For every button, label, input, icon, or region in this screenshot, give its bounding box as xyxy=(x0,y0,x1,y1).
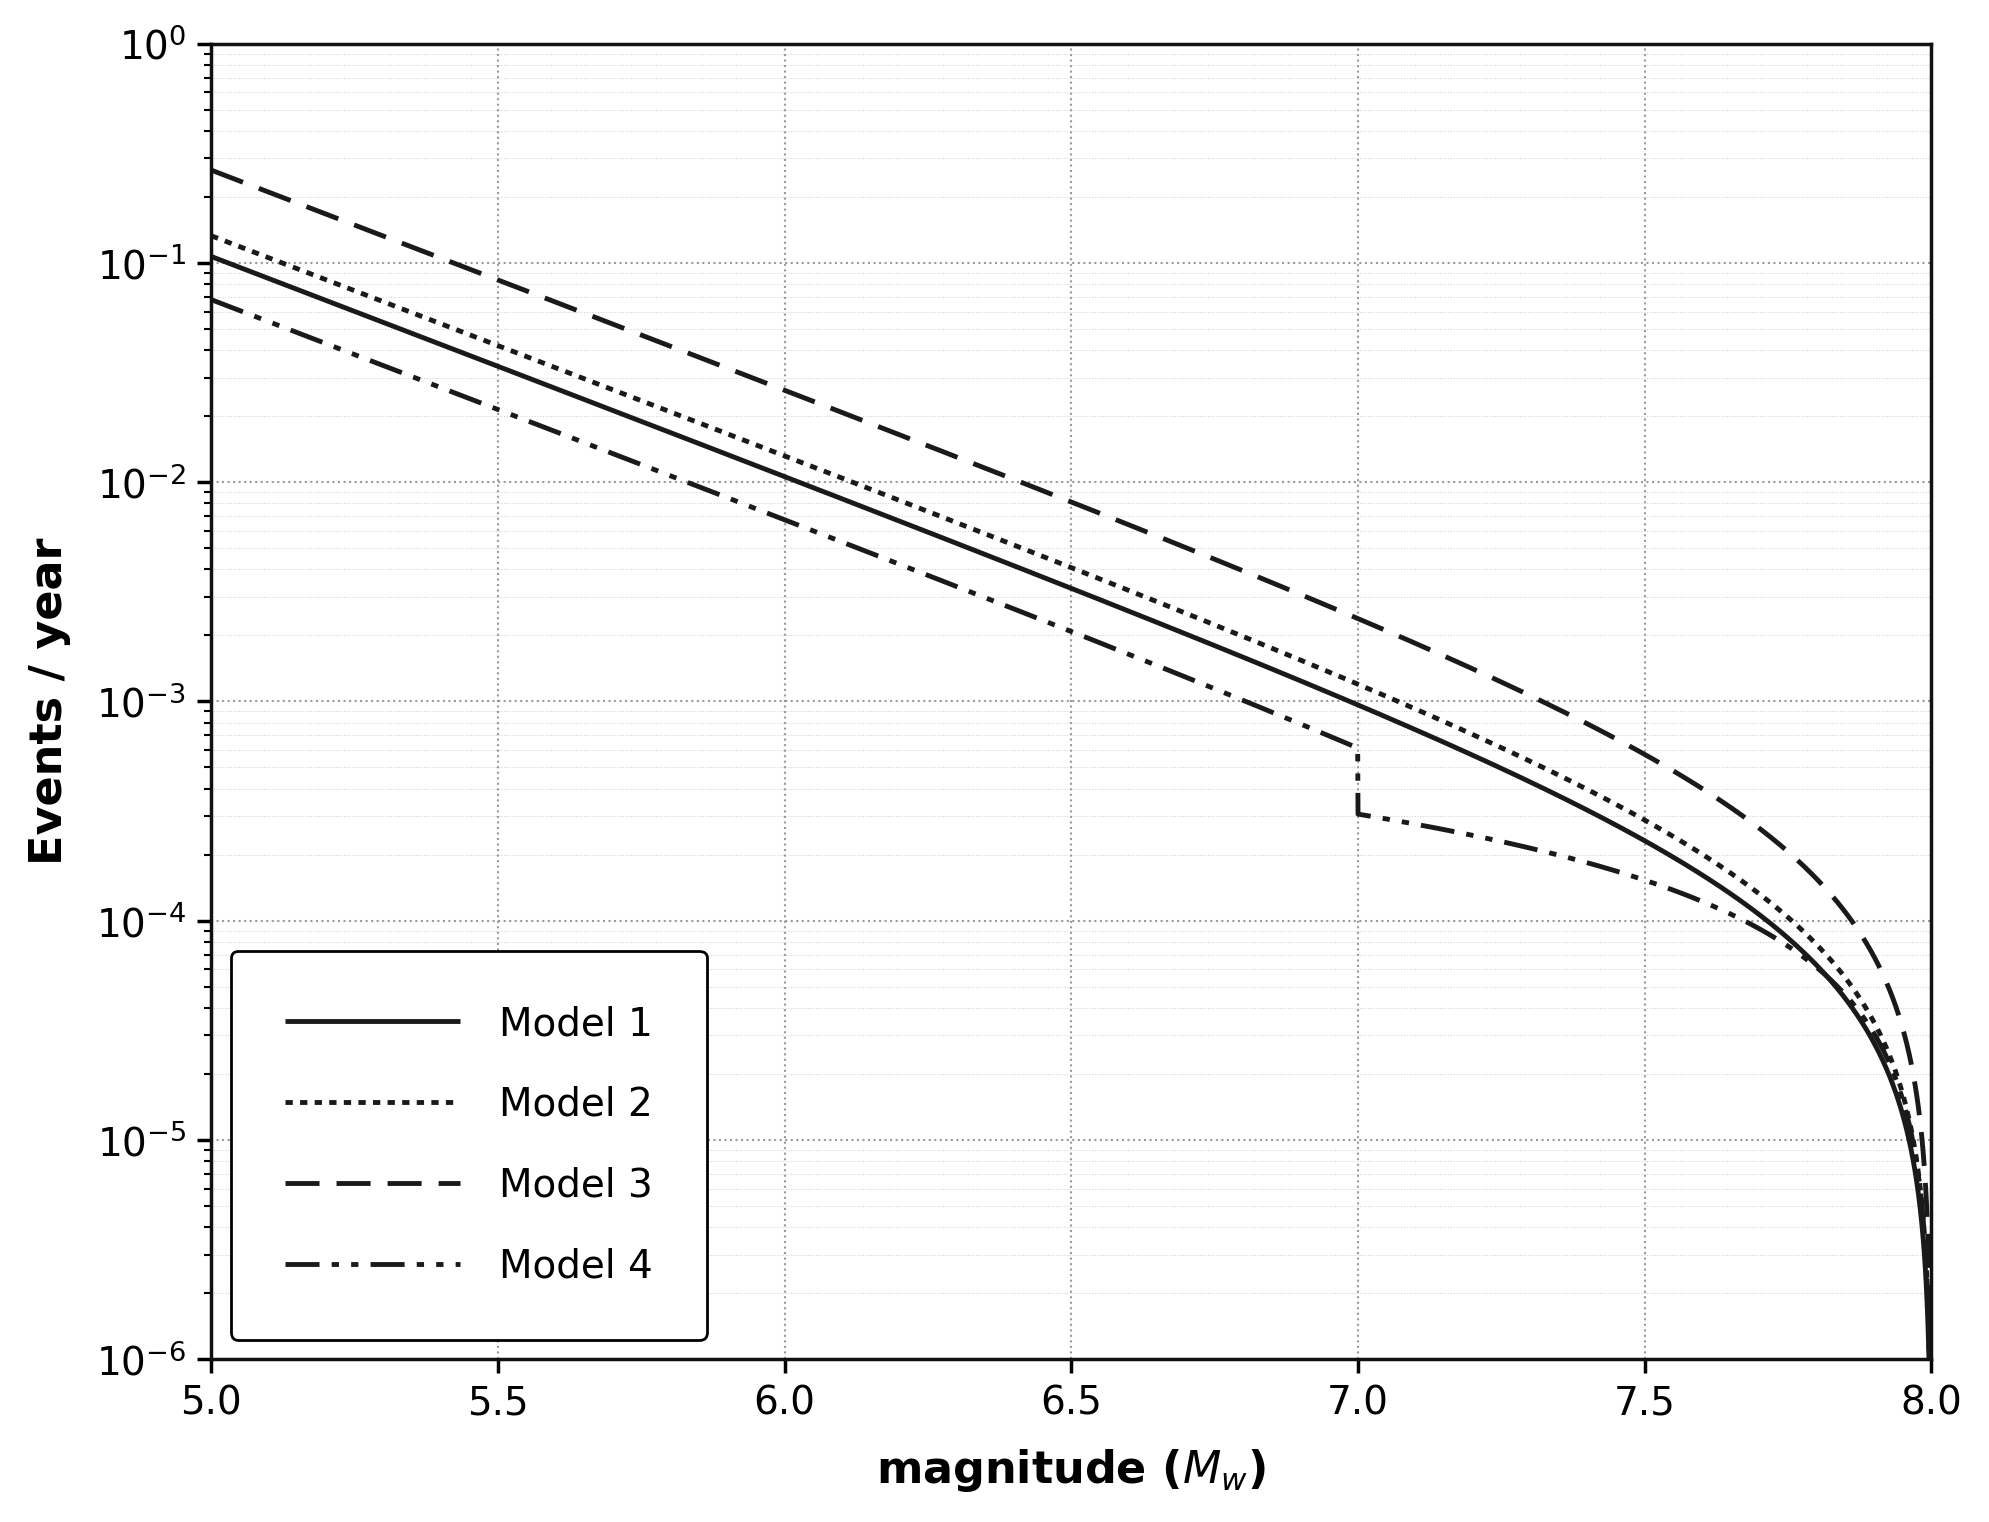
Legend: Model 1, Model 2, Model 3, Model 4: Model 1, Model 2, Model 3, Model 4 xyxy=(231,951,706,1339)
Model 4 xyxy=(1482,831,1506,849)
Model 4 xyxy=(199,291,223,309)
X-axis label: magnitude ($M_w$): magnitude ($M_w$) xyxy=(875,1447,1265,1495)
Model 2 xyxy=(511,347,535,365)
Model 2 xyxy=(1482,735,1506,753)
Model 3 xyxy=(1482,670,1506,688)
Model 1 xyxy=(1482,756,1506,775)
Model 1 xyxy=(1613,820,1637,839)
Line: Model 4: Model 4 xyxy=(211,300,1929,1522)
Model 4 xyxy=(855,543,879,562)
Model 3 xyxy=(511,280,535,298)
Model 3 xyxy=(855,414,879,432)
Model 1 xyxy=(1317,683,1341,702)
Model 2 xyxy=(199,227,223,245)
Model 3 xyxy=(199,161,223,180)
Model 4 xyxy=(1317,728,1341,746)
Line: Model 3: Model 3 xyxy=(211,170,1929,1522)
Model 1 xyxy=(855,499,879,517)
Line: Model 2: Model 2 xyxy=(211,236,1929,1522)
Model 1 xyxy=(199,247,223,265)
Model 4 xyxy=(1613,864,1637,883)
Model 1 xyxy=(1229,648,1253,667)
Model 2 xyxy=(1229,627,1253,645)
Model 2 xyxy=(1613,801,1637,819)
Model 3 xyxy=(1317,598,1341,616)
Model 2 xyxy=(1317,664,1341,682)
Model 4 xyxy=(511,411,535,429)
Y-axis label: Events / year: Events / year xyxy=(28,537,72,864)
Model 3 xyxy=(1613,735,1637,753)
Model 1 xyxy=(511,367,535,385)
Line: Model 1: Model 1 xyxy=(211,256,1929,1522)
Model 4 xyxy=(1229,691,1253,709)
Model 3 xyxy=(1229,562,1253,580)
Model 2 xyxy=(855,479,879,498)
